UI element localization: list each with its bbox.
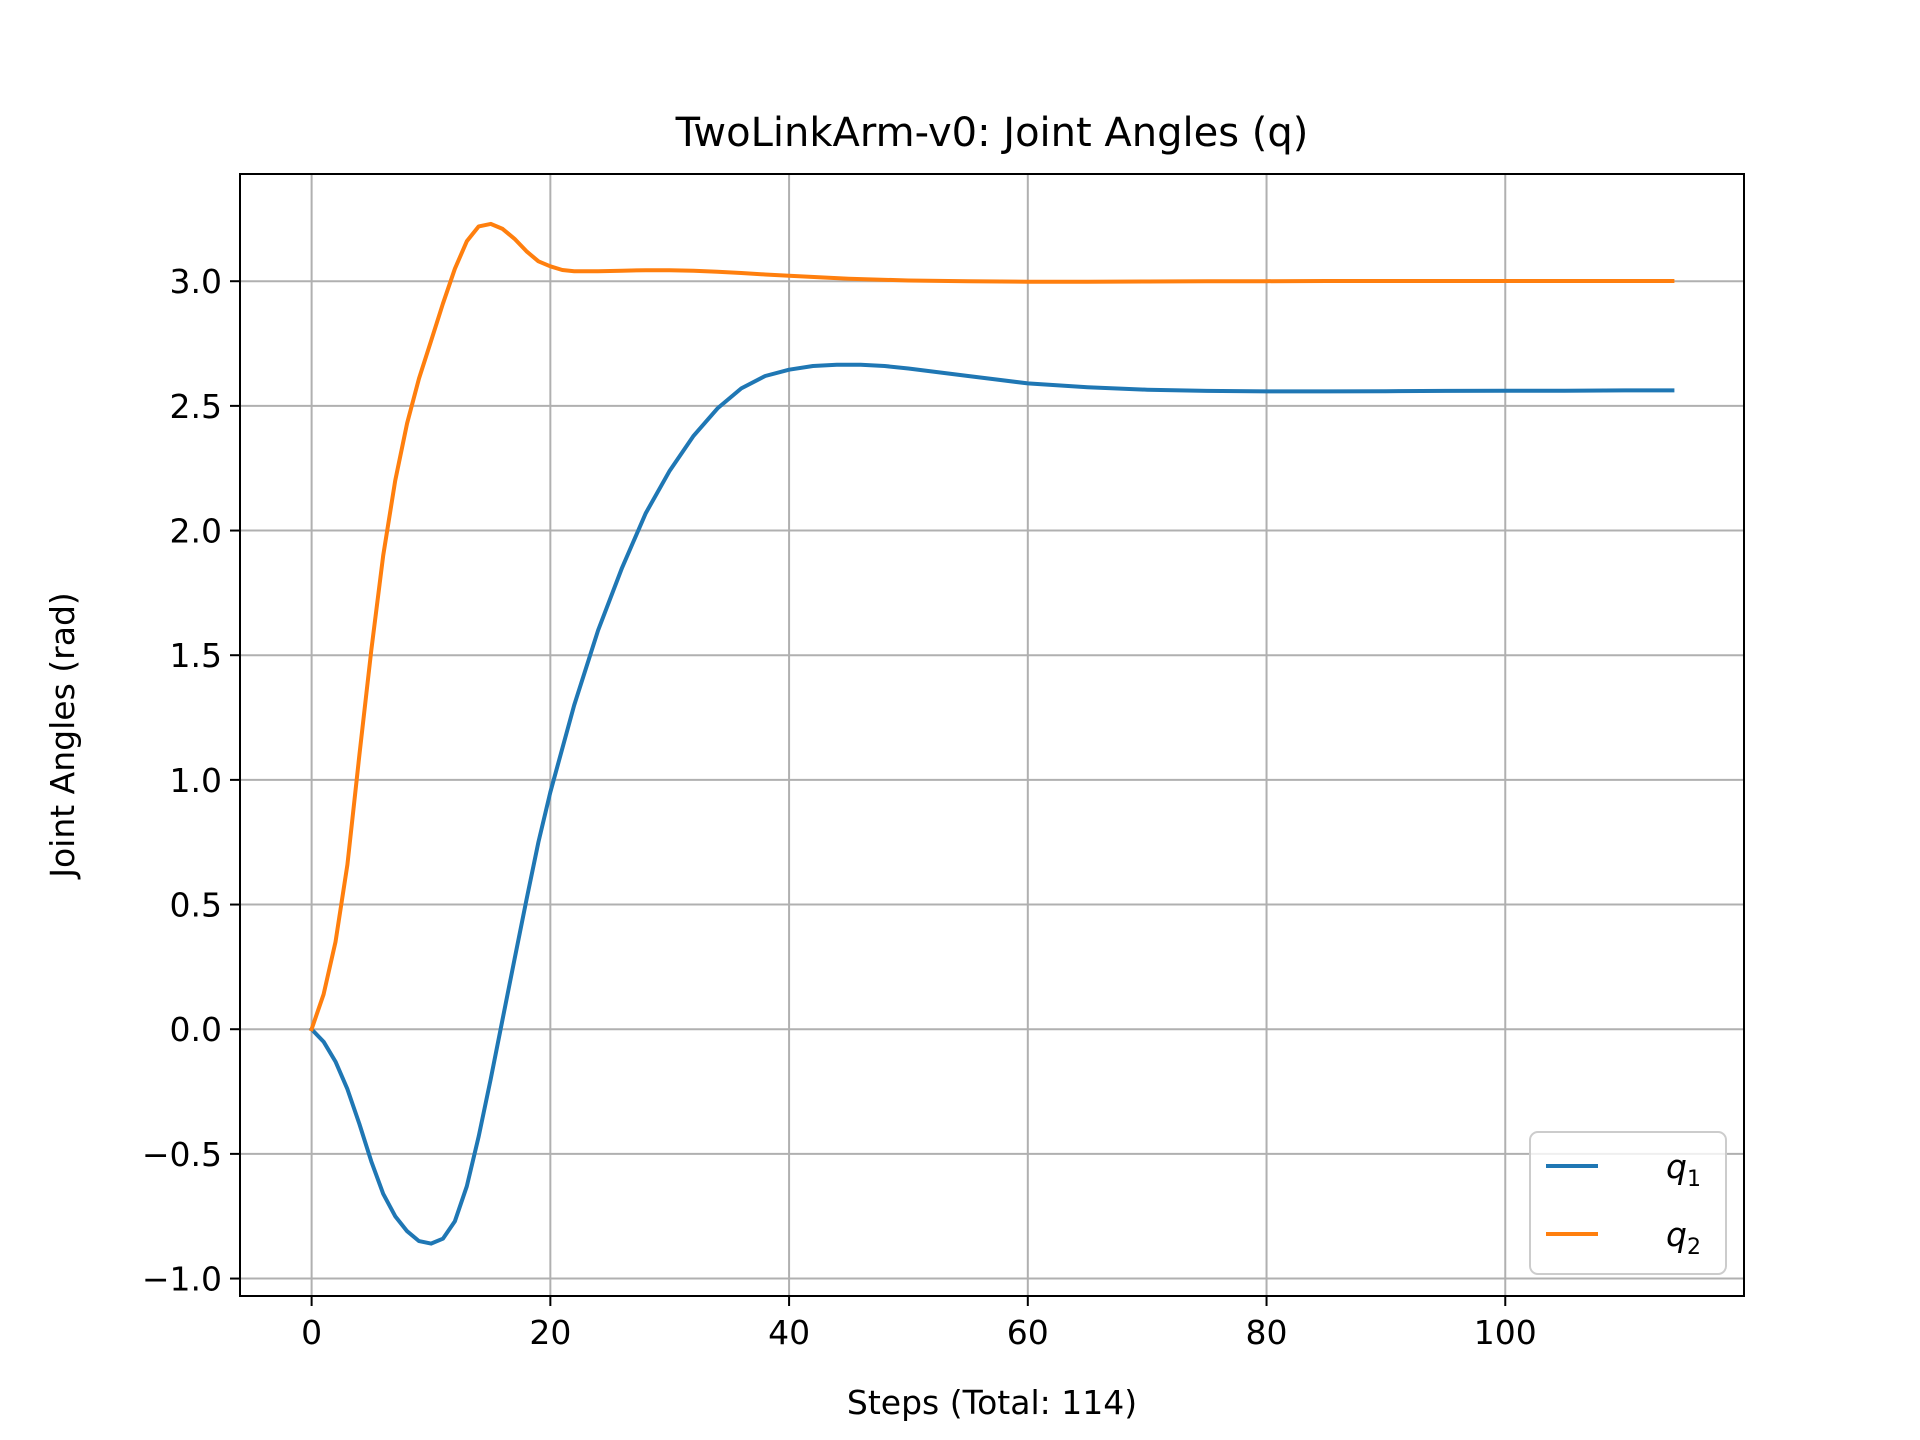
y-tick-label: 3.0 — [170, 262, 222, 301]
x-tick-label: 100 — [1474, 1313, 1537, 1352]
plot-area-background — [240, 174, 1744, 1296]
legend-label-q1: q1 — [1666, 1147, 1701, 1192]
y-tick-label: −1.0 — [142, 1260, 222, 1299]
series-line-q2 — [309, 221, 1675, 1032]
x-tick-label: 60 — [1007, 1313, 1049, 1352]
chart-title: TwoLinkArm-v0: Joint Angles (q) — [675, 110, 1309, 156]
y-tick-label: 1.0 — [170, 761, 222, 800]
x-tick-label: 0 — [301, 1313, 322, 1352]
x-tick-label: 40 — [768, 1313, 810, 1352]
legend: q1 q2 — [1529, 1131, 1727, 1275]
y-tick-label: 1.5 — [170, 636, 222, 675]
x-axis-label: Steps (Total: 114) — [847, 1383, 1137, 1422]
y-tick-label: 0.5 — [170, 886, 222, 925]
y-tick-label: 2.0 — [170, 512, 222, 551]
y-tick-label: 0.0 — [170, 1010, 222, 1049]
y-tick-label: −0.5 — [142, 1135, 222, 1174]
x-tick-label: 80 — [1246, 1313, 1288, 1352]
plot-area-frame — [239, 173, 1745, 1297]
legend-label-q2: q2 — [1666, 1215, 1701, 1260]
y-tick-label: 2.5 — [170, 387, 222, 426]
axis-ticks: 0 20 40 60 80 100 −1.0 −0.5 0.0 0.5 1.0 1.5 2.0 2.5 3.… — [142, 262, 1537, 1352]
y-axis-label: Joint Angles (rad) — [43, 592, 82, 880]
x-tick-label: 20 — [529, 1313, 571, 1352]
series-lines — [308, 221, 1675, 1246]
series-line-q1 — [308, 362, 1675, 1246]
